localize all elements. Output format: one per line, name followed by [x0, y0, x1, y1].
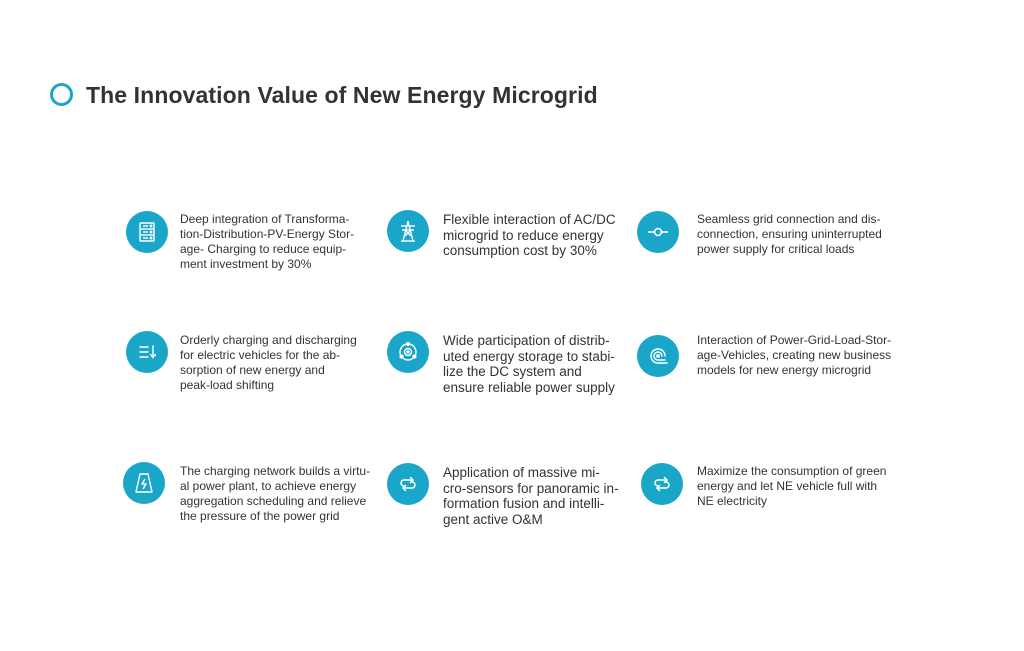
list-item: The charging network builds a virtu- al …	[123, 462, 378, 532]
interaction-wave-icon	[637, 335, 679, 377]
list-item: Application of massive mi- cro-sensors f…	[387, 463, 637, 533]
title-circle-icon	[50, 83, 73, 106]
server-rack-icon	[126, 211, 168, 253]
item-text: Flexible interaction of AC/DC microgrid …	[443, 212, 616, 258]
charging-list-icon	[126, 331, 168, 373]
swap-arrows-icon	[387, 463, 429, 505]
storage-target-icon	[387, 331, 429, 373]
list-item: Flexible interaction of AC/DC microgrid …	[387, 210, 637, 280]
swap-arrows-icon	[641, 463, 683, 505]
item-text: Deep integration of Transforma- tion-Dis…	[180, 212, 355, 271]
item-text: Wide participation of distrib- uted ener…	[443, 333, 615, 395]
list-item: Seamless grid connection and dis- connec…	[637, 210, 897, 280]
list-item: Maximize the consumption of green energy…	[641, 463, 897, 533]
power-plant-icon	[123, 462, 165, 504]
item-text: Orderly charging and discharging for ele…	[180, 333, 357, 392]
list-item: Wide participation of distrib- uted ener…	[387, 331, 637, 401]
page-title: The Innovation Value of New Energy Micro…	[86, 82, 598, 108]
item-text: Application of massive mi- cro-sensors f…	[443, 465, 619, 527]
item-text: The charging network builds a virtu- al …	[180, 464, 371, 523]
list-item: Orderly charging and discharging for ele…	[126, 331, 376, 401]
item-text: Seamless grid connection and dis- connec…	[697, 212, 882, 256]
item-text: Interaction of Power-Grid-Load-Stor- age…	[697, 333, 892, 377]
list-item: Interaction of Power-Grid-Load-Stor- age…	[637, 333, 897, 403]
transmission-tower-icon	[387, 210, 429, 252]
list-item: Deep integration of Transforma- tion-Dis…	[126, 210, 376, 280]
item-text: Maximize the consumption of green energy…	[697, 464, 887, 508]
grid-switch-icon	[637, 211, 679, 253]
